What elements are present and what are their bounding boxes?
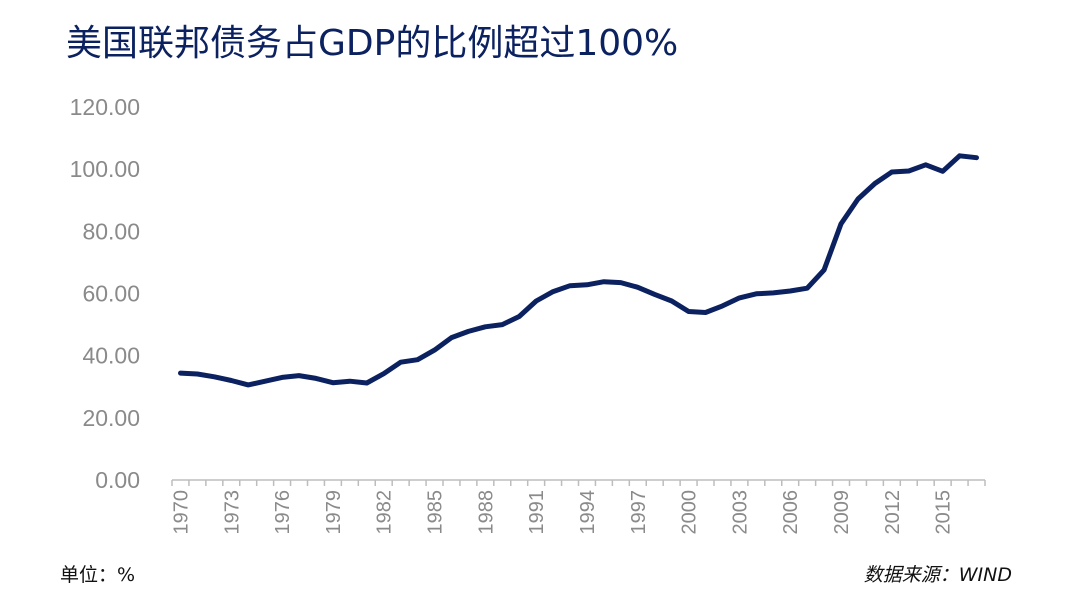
x-tick-label: 2003 <box>729 490 751 535</box>
x-tick-label: 2015 <box>933 490 955 535</box>
y-tick-label: 20.00 <box>82 405 140 431</box>
x-axis-ticks: 1970 1973 1976 1979 1982 1985 1988 1991 1994 1997… <box>170 490 954 535</box>
x-tick-label: 2012 <box>882 490 904 535</box>
y-tick-label: 60.00 <box>82 281 140 307</box>
y-tick-label: 100.00 <box>70 156 140 182</box>
chart-title: 美国联邦债务占GDP的比例超过100% <box>66 23 679 64</box>
x-tick-label: 1985 <box>425 490 447 535</box>
y-tick-label: 80.00 <box>82 218 140 244</box>
x-tick-label: 2000 <box>679 490 701 535</box>
x-tick-label: 2009 <box>831 490 853 535</box>
series-line <box>178 153 979 388</box>
x-tick-label: 1991 <box>526 490 548 535</box>
x-tick-label: 1979 <box>323 490 345 535</box>
x-tick-label: 1973 <box>221 490 243 535</box>
y-tick-label: 40.00 <box>82 343 140 369</box>
y-tick-label: 120.00 <box>70 94 140 120</box>
x-tick-label: 1970 <box>170 490 192 535</box>
x-tick-label: 1982 <box>374 490 396 535</box>
x-tick-label: 1988 <box>475 490 497 535</box>
x-tick-label: 1976 <box>272 490 294 535</box>
unit-label: 单位：% <box>60 564 136 586</box>
source-label: 数据来源：WIND <box>863 564 1012 586</box>
x-axis-tick-marks <box>171 480 986 486</box>
x-tick-label: 1997 <box>628 490 650 535</box>
x-tick-label: 2006 <box>780 490 802 535</box>
x-tick-label: 1994 <box>577 490 599 535</box>
y-tick-label: 0.00 <box>95 467 140 493</box>
y-axis-ticks: 0.00 20.00 40.00 60.00 80.00 100.00 120.00 <box>70 94 140 493</box>
